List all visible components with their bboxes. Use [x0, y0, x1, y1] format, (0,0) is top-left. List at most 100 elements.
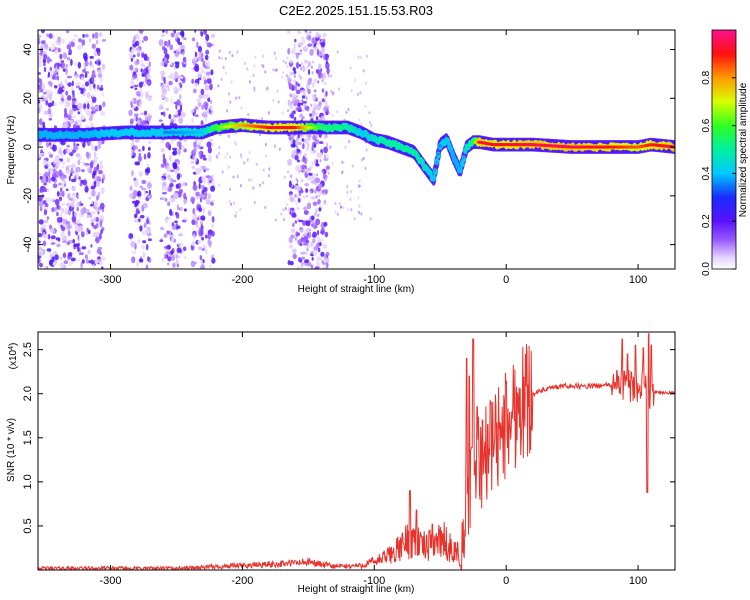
heatmap-noise-cell — [90, 211, 96, 215]
colorbar-tick-label: 0.8 — [701, 70, 712, 84]
heatmap-noise-cell — [41, 223, 47, 229]
heatmap-noise-cell — [40, 227, 43, 233]
heatmap-noise-cell — [364, 166, 367, 170]
heatmap-noise-cell — [236, 50, 239, 54]
heatmap-noise-cell — [296, 265, 300, 269]
heatmap-noise-cell — [234, 214, 237, 218]
heatmap-noise-cell — [146, 166, 151, 174]
heatmap-noise-cell — [77, 61, 82, 69]
heatmap-noise-cell — [138, 39, 141, 45]
heatmap-noise-cell — [303, 206, 308, 211]
heatmap-noise-cell — [71, 215, 77, 223]
heatmap-noise-cell — [287, 206, 291, 213]
heatmap-noise-cell — [54, 198, 60, 206]
heatmap-noise-cell — [131, 250, 137, 255]
heatmap-noise-cell — [305, 135, 309, 142]
heatmap-noise-cell — [292, 67, 296, 72]
heatmap-noise-cell — [331, 113, 334, 117]
heatmap-noise-cell — [288, 244, 293, 249]
heatmap-noise-cell — [66, 157, 71, 163]
heatmap-noise-cell — [173, 114, 179, 118]
heatmap-noise-cell — [100, 76, 103, 83]
heatmap-noise-cell — [357, 196, 360, 200]
heatmap-noise-cell — [43, 219, 49, 224]
heatmap-noise-cell — [210, 69, 214, 76]
heatmap-noise-cell — [133, 218, 138, 223]
heatmap-noise-cell — [323, 221, 328, 227]
heatmap-noise-cell — [312, 238, 316, 244]
heatmap-noise-cell — [141, 179, 147, 185]
heatmap-noise-cell — [61, 165, 65, 169]
heatmap-noise-cell — [143, 153, 147, 160]
heatmap-noise-cell — [39, 104, 43, 110]
heatmap-noise-cell — [61, 183, 64, 189]
heatmap-noise-cell — [310, 65, 313, 69]
heatmap-noise-cell — [38, 172, 42, 176]
heatmap-noise-cell — [290, 112, 295, 119]
heatmap-noise-cell — [89, 113, 94, 117]
heatmap-noise-cell — [94, 88, 97, 92]
heatmap-noise-cell — [310, 180, 316, 184]
heatmap-noise-cell — [202, 76, 207, 80]
heatmap-noise-cell — [73, 243, 78, 248]
heatmap-noise-cell — [71, 186, 77, 191]
heatmap-noise-cell — [60, 60, 65, 63]
heatmap-noise-cell — [207, 239, 211, 246]
heatmap-noise-cell — [205, 116, 208, 123]
heatmap-noise-cell — [197, 167, 201, 175]
heatmap-noise-cell — [169, 169, 175, 172]
heatmap-noise-cell — [295, 107, 299, 111]
heatmap-noise-cell — [306, 194, 309, 198]
heatmap-noise-cell — [174, 261, 180, 265]
heatmap-noise-cell — [48, 46, 52, 50]
heatmap-noise-cell — [89, 55, 94, 59]
heatmap-y-tick-label: -20 — [22, 188, 34, 204]
heatmap-noise-cell — [368, 120, 371, 124]
heatmap-noise-cell — [314, 266, 320, 269]
heatmap-noise-cell — [133, 54, 136, 58]
heatmap-noise-cell — [70, 41, 75, 48]
heatmap-noise-cell — [194, 66, 200, 72]
heatmap-noise-cell — [42, 186, 47, 193]
heatmap-noise-cell — [58, 169, 63, 177]
heatmap-noise-cell — [312, 60, 315, 64]
heatmap-noise-cell — [295, 89, 301, 95]
heatmap-noise-cell — [302, 242, 309, 246]
heatmap-noise-cell — [323, 154, 326, 158]
heatmap-noise-cell — [97, 73, 103, 79]
heatmap-noise-cell — [90, 244, 93, 248]
heatmap-noise-cell — [327, 73, 330, 78]
heatmap-noise-cell — [71, 115, 77, 119]
snr-y-tick-label: 0.5 — [22, 518, 34, 533]
heatmap-noise-cell — [308, 174, 314, 181]
heatmap-noise-cell — [66, 56, 71, 61]
heatmap-noise-cell — [129, 193, 134, 199]
heatmap-noise-cell — [70, 172, 73, 177]
heatmap-noise-cell — [305, 188, 309, 193]
heatmap-noise-cell — [84, 72, 88, 79]
heatmap-noise-cell — [202, 206, 205, 214]
heatmap-noise-cell — [303, 46, 309, 51]
heatmap-noise-cell — [59, 101, 64, 105]
heatmap-noise-cell — [140, 91, 144, 98]
heatmap-noise-cell — [95, 236, 100, 244]
heatmap-noise-cell — [287, 170, 290, 174]
heatmap-noise-cell — [166, 165, 171, 173]
heatmap-noise-cell — [191, 117, 194, 124]
heatmap-noise-cell — [265, 154, 268, 158]
heatmap-noise-cell — [331, 161, 334, 165]
heatmap-noise-cell — [173, 86, 178, 92]
heatmap-noise-cell — [325, 165, 330, 170]
heatmap-noise-cell — [282, 208, 285, 212]
heatmap-noise-cell — [66, 114, 72, 121]
heatmap-noise-cell — [209, 105, 213, 111]
heatmap-noise-cell — [291, 211, 297, 218]
heatmap-noise-cell — [49, 94, 53, 101]
heatmap-noise-cell — [289, 174, 293, 179]
heatmap-noise-cell — [300, 237, 305, 242]
heatmap-noise-cell — [268, 167, 271, 171]
heatmap-noise-cell — [39, 176, 43, 180]
heatmap-noise-cell — [38, 56, 43, 60]
heatmap-noise-cell — [183, 192, 187, 200]
heatmap-noise-cell — [79, 121, 82, 129]
